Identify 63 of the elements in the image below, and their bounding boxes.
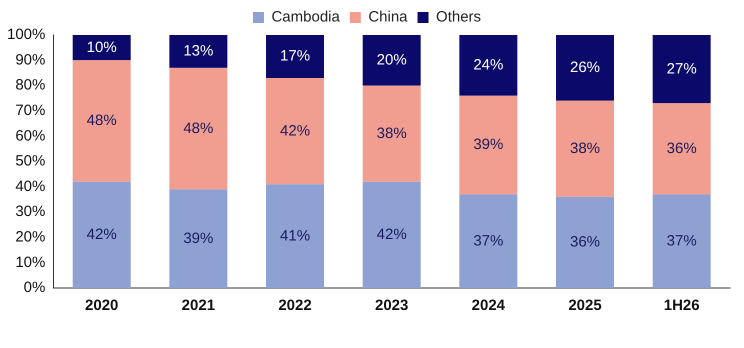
bar	[556, 100, 614, 197]
y-tick-label: 20%	[15, 228, 46, 246]
x-tick-label: 2020	[85, 297, 118, 314]
data-label: 39%	[473, 136, 504, 154]
data-label: 38%	[376, 124, 407, 142]
bar	[459, 194, 518, 288]
bar	[72, 60, 131, 182]
data-label: 48%	[183, 120, 214, 137]
data-label: 37%	[473, 232, 504, 250]
data-label: 36%	[570, 234, 600, 251]
legend-label: Others	[436, 8, 482, 26]
bar	[556, 196, 614, 288]
data-label: 17%	[280, 48, 310, 65]
x-tick-label: 2021	[182, 297, 216, 314]
legend-label: China	[368, 8, 408, 26]
y-tick-label: 80%	[15, 76, 46, 94]
bar	[652, 194, 711, 288]
data-label: 13%	[183, 42, 214, 60]
legend-label: Cambodia	[271, 8, 340, 26]
bar	[169, 189, 228, 288]
bar	[72, 35, 131, 60]
x-tick-label: 2023	[374, 297, 408, 314]
data-label: 41%	[280, 227, 310, 244]
y-tick-label: 30%	[15, 203, 46, 220]
data-label: 20%	[376, 51, 407, 68]
y-tick-label: 0%	[24, 279, 46, 296]
y-tick-label: 100%	[6, 26, 46, 44]
bar	[266, 78, 324, 184]
data-label: 36%	[666, 140, 697, 157]
data-label: 42%	[280, 122, 310, 140]
y-tick-label: 90%	[15, 51, 46, 68]
data-label: 27%	[666, 60, 697, 78]
bar	[556, 35, 614, 101]
x-tick-label: 2024	[472, 297, 506, 314]
data-label: 48%	[86, 112, 117, 130]
bar	[652, 35, 711, 104]
bar	[459, 96, 518, 194]
y-tick-label: 10%	[15, 254, 46, 271]
x-tick-label: 1H26	[664, 297, 700, 314]
bar	[362, 86, 421, 182]
bar	[652, 103, 711, 194]
bar	[266, 184, 324, 288]
data-label: 42%	[86, 226, 117, 244]
bar	[362, 35, 421, 86]
data-label: 24%	[473, 56, 504, 74]
x-tick-label: 2025	[568, 297, 602, 314]
data-label: 42%	[376, 226, 407, 244]
bar	[169, 35, 228, 68]
data-label: 26%	[570, 59, 600, 76]
data-label: 38%	[570, 140, 600, 157]
bar	[169, 68, 228, 190]
bar	[362, 182, 421, 288]
bar	[266, 35, 324, 78]
y-tick-label: 60%	[15, 127, 46, 144]
data-label: 39%	[183, 230, 214, 247]
bar	[72, 182, 131, 288]
data-label: 37%	[666, 232, 697, 250]
y-tick-label: 50%	[15, 152, 46, 170]
bar	[459, 35, 518, 96]
x-tick-label: 2022	[278, 297, 312, 314]
y-tick-label: 70%	[15, 102, 46, 120]
data-label: 10%	[86, 38, 117, 56]
y-tick-label: 40%	[15, 178, 46, 195]
